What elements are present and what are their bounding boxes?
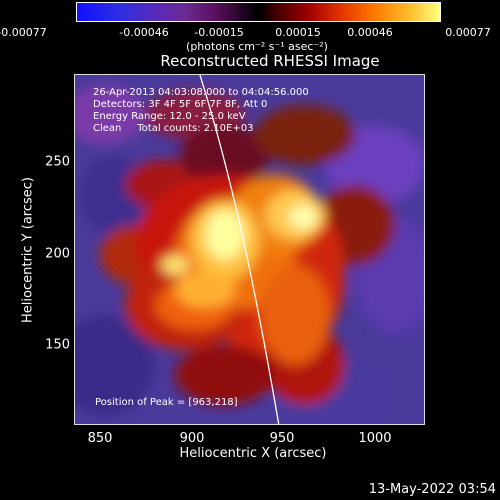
info-time-range: 26-Apr-2013 04:03:08.000 to 04:04:56.000 (93, 87, 309, 98)
colorbar-tick: 0.00015 (275, 26, 321, 39)
plot-title: Reconstructed RHESSI Image (160, 52, 380, 70)
solar-limb-line (199, 75, 280, 424)
info-total-counts: Clean Total counts: 2.10E+03 (93, 123, 254, 134)
y-axis-label: Heliocentric Y (arcsec) (20, 177, 36, 323)
info-detectors: Detectors: 3F 4F 5F 6F 7F 8F, Att 0 (93, 99, 268, 110)
emission-blobs (75, 85, 424, 424)
colorbar-tick: 0.00077 (445, 26, 491, 39)
colorbar (76, 2, 441, 22)
x-tick-label: 900 (179, 431, 205, 446)
generation-timestamp: 13-May-2022 03:54 (368, 482, 496, 497)
x-tick-label: 950 (269, 431, 295, 446)
x-axis-label: Heliocentric X (arcsec) (179, 446, 327, 461)
image-plot-area: 26-Apr-2013 04:03:08.000 to 04:04:56.000… (74, 74, 425, 425)
hxr-image-map (75, 75, 424, 424)
peak-position-label: Position of Peak = [963,218] (95, 397, 238, 408)
colorbar-tick: 0.00046 (347, 26, 393, 39)
colorbar-tick: -0.00015 (194, 26, 244, 39)
colorbar-tick: -0.00077 (0, 26, 47, 39)
colorbar-tick: -0.00046 (119, 26, 169, 39)
x-tick-label: 850 (87, 431, 113, 446)
y-tick-label: 150 (45, 337, 70, 353)
colorbar-units-label: (photons cm⁻² s⁻¹ asec⁻²) (186, 40, 328, 53)
x-tick-label: 1000 (358, 431, 392, 446)
y-tick-label: 250 (45, 154, 70, 170)
y-tick-label: 200 (45, 246, 70, 262)
info-energy-range: Energy Range: 12.0 - 25.0 keV (93, 111, 246, 122)
